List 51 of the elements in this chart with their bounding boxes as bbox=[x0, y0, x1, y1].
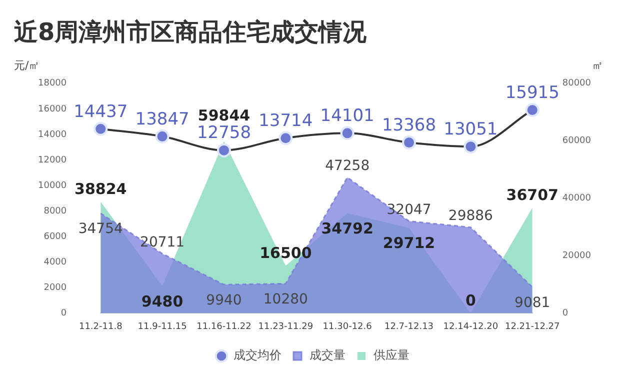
data-label: 29712 bbox=[382, 234, 436, 252]
data-label: 10280 bbox=[263, 291, 308, 308]
y2-tick-label: 60000 bbox=[562, 136, 592, 146]
data-label: 13847 bbox=[135, 109, 190, 130]
data-label: 34792 bbox=[321, 220, 374, 238]
x-tick-label: 12.21-12.27 bbox=[504, 322, 560, 332]
y-tick-label: 2000 bbox=[44, 283, 67, 294]
y-tick-label: 0 bbox=[60, 308, 67, 319]
y-axis-title: 元/㎡ bbox=[14, 58, 40, 72]
y2-tick-label: 0 bbox=[562, 308, 568, 319]
x-tick-label: 11.2-11.8 bbox=[78, 322, 123, 332]
data-label: 13714 bbox=[258, 111, 313, 132]
y-tick-label: 18000 bbox=[38, 78, 67, 89]
data-label: 20711 bbox=[140, 234, 185, 250]
data-label: 16500 bbox=[260, 244, 312, 262]
data-label: 47258 bbox=[325, 158, 370, 174]
y-tick-label: 12000 bbox=[38, 155, 67, 166]
data-label: 36707 bbox=[506, 186, 558, 204]
data-label: 15915 bbox=[505, 82, 560, 103]
y2-axis-title: ㎡ bbox=[592, 58, 603, 72]
legend-label: 成交均价 bbox=[234, 348, 282, 362]
data-label: 38824 bbox=[74, 180, 127, 198]
data-label: 9940 bbox=[206, 292, 242, 308]
x-tick-label: 11.16-11.22 bbox=[196, 322, 252, 332]
y-tick-label: 8000 bbox=[44, 206, 67, 216]
data-label: 0 bbox=[465, 292, 476, 310]
data-label: 14101 bbox=[320, 106, 374, 126]
y2-tick-label: 20000 bbox=[562, 251, 592, 262]
data-label: 9480 bbox=[141, 292, 184, 310]
data-label: 13368 bbox=[382, 115, 436, 136]
y2-tick-label: 40000 bbox=[562, 194, 592, 204]
x-tick-label: 11.23-11.29 bbox=[258, 322, 314, 332]
data-label: 12758 bbox=[196, 123, 252, 144]
y-tick-label: 10000 bbox=[38, 180, 67, 191]
x-tick-label: 12.14-12.20 bbox=[443, 322, 498, 332]
x-tick-label: 12.7-12.13 bbox=[384, 322, 434, 332]
y-tick-label: 4000 bbox=[44, 257, 67, 268]
legend-label: 成交量 bbox=[310, 348, 346, 362]
y2-tick-label: 80000 bbox=[562, 78, 592, 89]
chart-title: 近8周漳州市区商品住宅成交情况 bbox=[13, 17, 368, 48]
data-label: 29886 bbox=[448, 208, 494, 224]
data-label: 34754 bbox=[78, 221, 123, 238]
y-tick-label: 14000 bbox=[38, 130, 67, 140]
x-tick-label: 11.30-12.6 bbox=[322, 322, 372, 332]
data-label: 14437 bbox=[74, 102, 128, 122]
data-label: 13051 bbox=[444, 120, 498, 140]
y-tick-label: 6000 bbox=[44, 232, 67, 242]
legend-label: 供应量 bbox=[374, 348, 410, 362]
x-tick-label: 11.9-11.15 bbox=[138, 322, 187, 332]
y-tick-label: 16000 bbox=[38, 104, 67, 114]
data-label: 59844 bbox=[198, 106, 250, 125]
